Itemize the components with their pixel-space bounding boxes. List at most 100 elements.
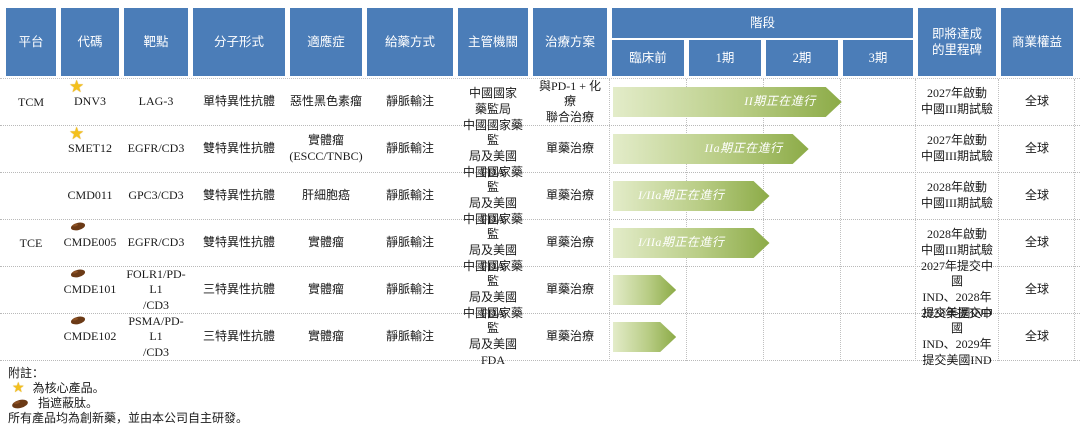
header-phase-group: 階段 臨床前 1期 2期 3期 xyxy=(612,8,913,76)
table-row: ★ DNV3 LAG-3 單特異性抗體 惡性黑色素瘤 靜脈輸注 中國國家 藥監局… xyxy=(0,77,1080,126)
code-cell: ★ CMDE101 xyxy=(61,269,119,298)
target-cell: LAG-3 xyxy=(138,94,174,109)
rights-cell: 全球 xyxy=(1024,94,1049,109)
header-milestone: 即將達成 的里程碑 xyxy=(918,8,996,76)
phase-track: I/IIa期正在進行 xyxy=(612,220,913,266)
target-cell: EGFR/CD3 xyxy=(127,235,185,250)
molecule-cell: 單特異性抗體 xyxy=(202,94,275,109)
footnote-core-product-text: 為核心產品。 xyxy=(32,381,105,395)
authority-cell: 中國國家 藥監局 xyxy=(468,86,517,116)
table-header: 平台 代碼 靶點 分子形式 適應症 給藥方式 主管機關 治療方案 階段 臨床前 … xyxy=(0,8,1080,76)
administration-cell: 靜脈輸注 xyxy=(385,235,434,250)
administration-cell: 靜脈輸注 xyxy=(385,329,434,344)
table-row: ★ SMET12 EGFR/CD3 雙特異性抗體 實體瘤 (ESCC/TNBC)… xyxy=(0,118,1080,179)
code-cell: ★ SMET12 xyxy=(61,125,119,157)
product-code: CMDE102 xyxy=(63,329,117,344)
phase-arrow: I/IIa期正在進行 xyxy=(613,228,770,258)
header-indication: 適應症 xyxy=(290,8,362,76)
product-code: CMDE005 xyxy=(63,235,117,250)
header-phase: 階段 xyxy=(612,8,913,38)
grid-line xyxy=(609,79,610,361)
phase-track: II期正在進行 xyxy=(612,79,913,125)
phase-arrow: II期正在進行 xyxy=(613,87,842,117)
table-body: TCM TCE ★ DNV3 LAG-3 單特異性抗體 惡性黑色素瘤 靜脈輸注 … xyxy=(0,77,1080,367)
phase-arrow-label: II期正在進行 xyxy=(744,94,816,109)
phase-arrow xyxy=(613,275,676,305)
molecule-cell: 雙特異性抗體 xyxy=(202,188,275,203)
footnote-peptide-text: 指遮蔽肽。 xyxy=(38,396,99,410)
header-regimen: 治療方案 xyxy=(533,8,607,76)
grid-line xyxy=(763,79,764,361)
grid-line xyxy=(686,79,687,361)
phase-arrow xyxy=(613,322,676,352)
target-cell: FOLR1/PD-L1 /CD3 xyxy=(126,266,186,312)
header-phase-2: 2期 xyxy=(766,40,838,76)
header-administration: 給藥方式 xyxy=(367,8,453,76)
molecule-cell: 三特異性抗體 xyxy=(202,282,275,297)
administration-cell: 靜脈輸注 xyxy=(385,282,434,297)
platform-group-tce: TCE xyxy=(19,236,43,250)
platform-group-tcm: TCM xyxy=(17,95,44,109)
authority-cell: 中國國家藥監 局及美國FDA xyxy=(462,117,523,179)
rights-cell: 全球 xyxy=(1024,282,1049,297)
milestone-cell: 2028年啟動 中國III期試驗 xyxy=(921,227,993,257)
milestone-cell: 2028年啟動 中國III期試驗 xyxy=(921,180,993,210)
grid-line xyxy=(915,79,916,361)
indication-cell: 肝細胞癌 xyxy=(301,188,350,203)
target-cell: GPC3/CD3 xyxy=(128,188,184,203)
peptide-icon xyxy=(12,399,28,409)
indication-cell: 實體瘤 xyxy=(307,235,344,250)
core-product-star-icon: ★ xyxy=(12,381,25,396)
rights-cell: 全球 xyxy=(1024,188,1049,203)
header-rights: 商業權益 xyxy=(1001,8,1073,76)
core-product-star-icon: ★ xyxy=(69,124,85,144)
grid-line xyxy=(998,79,999,361)
molecule-cell: 三特異性抗體 xyxy=(202,329,275,344)
molecule-cell: 雙特異性抗體 xyxy=(202,141,275,156)
milestone-cell: 2027年啟動 中國III期試驗 xyxy=(921,133,993,163)
regimen-cell: 與PD-1 + 化療 聯合治療 xyxy=(538,78,602,124)
milestone-cell: 2027年提交中國 IND、2028年 提交美國IND xyxy=(920,258,993,320)
header-target: 靶點 xyxy=(124,8,188,76)
header-molecule: 分子形式 xyxy=(193,8,285,76)
indication-cell: 實體瘤 (ESCC/TNBC) xyxy=(289,133,363,163)
authority-cell: 中國國家藥監 局及美國FDA xyxy=(462,258,523,320)
header-phase-1: 1期 xyxy=(689,40,761,76)
code-cell: ★ CMDE102 xyxy=(61,316,119,345)
regimen-cell: 單藥治療 xyxy=(545,282,594,297)
code-cell: ★ CMD011 xyxy=(61,188,119,204)
phase-track xyxy=(612,314,913,360)
indication-cell: 惡性黑色素瘤 xyxy=(290,94,363,109)
table-row: ★ CMDE101 FOLR1/PD-L1 /CD3 三特異性抗體 實體瘤 靜脈… xyxy=(0,259,1080,320)
regimen-cell: 單藥治療 xyxy=(545,235,594,250)
product-code: CMDE101 xyxy=(63,282,117,297)
milestone-cell: 2028年提交中國 IND、2029年 提交美國IND xyxy=(920,305,993,367)
rights-cell: 全球 xyxy=(1024,329,1049,344)
phase-arrow: IIa期正在進行 xyxy=(613,134,809,164)
phase-arrow-label: I/IIa期正在進行 xyxy=(638,188,725,203)
regimen-cell: 單藥治療 xyxy=(545,141,594,156)
peptide-icon xyxy=(70,316,86,325)
code-cell: ★ CMDE005 xyxy=(61,222,119,251)
indication-cell: 實體瘤 xyxy=(307,282,344,297)
footnote-peptide: 指遮蔽肽。 xyxy=(8,396,1080,411)
peptide-icon xyxy=(70,222,86,231)
footnotes: 附註： ★ 為核心產品。 指遮蔽肽。 所有產品均為創新藥，並由本公司自主研發。 xyxy=(0,361,1080,424)
footnote-core-product: ★ 為核心產品。 xyxy=(8,381,1080,396)
grid-line xyxy=(1074,79,1075,361)
core-product-star-icon: ★ xyxy=(69,77,85,97)
phase-arrow-label: IIa期正在進行 xyxy=(704,141,783,156)
phase-arrow-label: I/IIa期正在進行 xyxy=(638,235,725,250)
phase-arrow: I/IIa期正在進行 xyxy=(613,181,770,211)
administration-cell: 靜脈輸注 xyxy=(385,94,434,109)
phase-track xyxy=(612,267,913,313)
product-code: SMET12 xyxy=(67,141,112,156)
header-phase-3: 3期 xyxy=(843,40,913,76)
footnote-title: 附註： xyxy=(8,366,45,380)
authority-cell: 中國國家藥監 局及美國FDA xyxy=(462,164,523,226)
indication-cell: 實體瘤 xyxy=(307,329,344,344)
target-cell: EGFR/CD3 xyxy=(127,141,185,156)
molecule-cell: 雙特異性抗體 xyxy=(202,235,275,250)
header-phase-preclinical: 臨床前 xyxy=(612,40,684,76)
